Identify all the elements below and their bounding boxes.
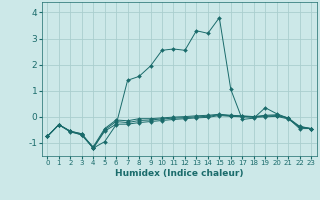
X-axis label: Humidex (Indice chaleur): Humidex (Indice chaleur) (115, 169, 244, 178)
